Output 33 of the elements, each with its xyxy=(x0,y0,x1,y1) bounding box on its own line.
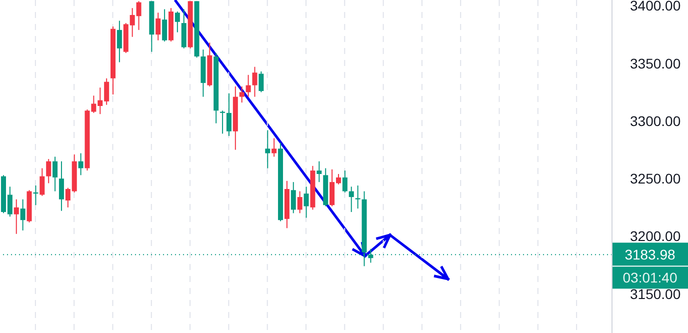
candlestick xyxy=(304,186,309,218)
candlestick xyxy=(162,8,168,42)
y-tick-label: 3400.00 xyxy=(630,0,681,14)
ref-line-label: 3183.98 xyxy=(624,246,676,263)
candlestick xyxy=(46,158,52,184)
candlestick xyxy=(52,156,58,192)
candlestick xyxy=(20,198,26,231)
candlestick xyxy=(297,190,302,214)
candlestick xyxy=(290,182,296,214)
candlestick xyxy=(342,170,348,193)
candlestick xyxy=(239,86,244,104)
candlestick xyxy=(58,160,64,212)
candlestick xyxy=(316,160,322,183)
y-tick-label: 3300.00 xyxy=(630,112,681,129)
candlestick xyxy=(246,74,251,98)
candlestick xyxy=(226,92,232,136)
candlestick xyxy=(272,138,277,158)
y-tick-label: 3200.00 xyxy=(630,228,681,244)
candlestick xyxy=(265,130,270,169)
candlestick xyxy=(14,198,19,234)
candlestick xyxy=(78,152,84,176)
y-tick-label: 3150.00 xyxy=(630,286,681,302)
candlestick xyxy=(348,186,354,213)
candlestick xyxy=(156,12,161,41)
text: 03:01:40 xyxy=(622,270,678,286)
candlestick xyxy=(40,168,45,196)
candlestick xyxy=(258,70,264,93)
candlestick xyxy=(252,66,258,98)
candlestick xyxy=(174,11,180,33)
y-tick-label: 3250.00 xyxy=(630,170,681,187)
candlestick xyxy=(116,20,122,63)
y-tick-label: 3350.00 xyxy=(630,55,681,72)
candlestick xyxy=(355,185,360,210)
